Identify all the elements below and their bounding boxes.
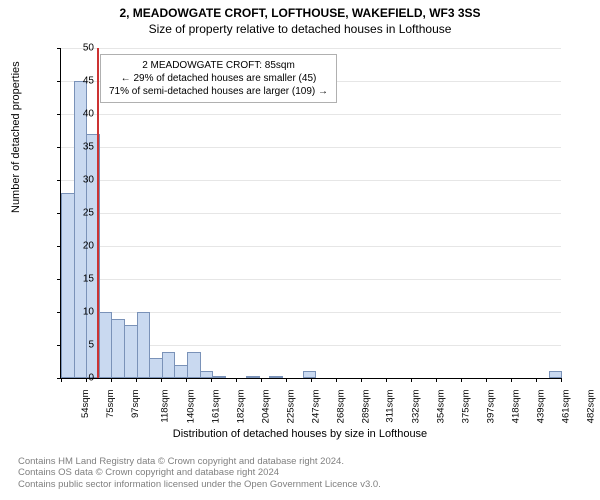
x-tick-label: 354sqm [435, 390, 446, 424]
histogram-bar [187, 352, 201, 378]
x-tick-label: 247sqm [310, 390, 321, 424]
x-axis-label: Distribution of detached houses by size … [0, 428, 600, 440]
histogram-bar [124, 325, 138, 378]
x-tick [111, 378, 112, 382]
x-tick [236, 378, 237, 382]
y-tick [57, 312, 61, 313]
histogram-bar [149, 358, 163, 378]
x-tick-label: 289sqm [360, 390, 371, 424]
x-tick-label: 182sqm [235, 390, 246, 424]
y-tick [57, 213, 61, 214]
y-tick [57, 114, 61, 115]
y-tick-label: 35 [64, 142, 94, 153]
histogram-bar [200, 371, 214, 378]
histogram-bar [303, 371, 317, 378]
x-tick-label: 75sqm [105, 390, 116, 419]
x-tick [511, 378, 512, 382]
histogram-bar [162, 352, 176, 378]
x-tick [211, 378, 212, 382]
x-tick-label: 268sqm [335, 390, 346, 424]
histogram-bar [137, 312, 151, 378]
y-tick-label: 30 [64, 175, 94, 186]
x-tick-label: 140sqm [185, 390, 196, 424]
x-tick [336, 378, 337, 382]
x-tick [461, 378, 462, 382]
x-tick [361, 378, 362, 382]
y-tick-label: 45 [64, 76, 94, 87]
y-tick-label: 25 [64, 208, 94, 219]
x-tick [161, 378, 162, 382]
x-tick-label: 54sqm [80, 390, 91, 419]
x-tick [311, 378, 312, 382]
legend-line-1: 2 MEADOWGATE CROFT: 85sqm [109, 59, 328, 72]
x-tick [261, 378, 262, 382]
x-tick-label: 332sqm [410, 390, 421, 424]
x-tick [536, 378, 537, 382]
footer-line-3: Contains public sector information licen… [18, 479, 381, 490]
y-tick-label: 0 [64, 373, 94, 384]
x-tick-label: 118sqm [160, 390, 171, 423]
property-marker-line [97, 48, 99, 378]
y-tick [57, 81, 61, 82]
x-tick-label: 225sqm [285, 390, 296, 424]
footer-line-2: Contains OS data © Crown copyright and d… [18, 467, 381, 478]
x-tick-label: 375sqm [460, 390, 471, 424]
x-tick-label: 204sqm [260, 390, 271, 424]
footer-line-1: Contains HM Land Registry data © Crown c… [18, 456, 381, 467]
histogram-bar [111, 319, 125, 378]
x-tick [561, 378, 562, 382]
x-tick [486, 378, 487, 382]
x-tick-label: 97sqm [130, 390, 141, 419]
histogram-bar [212, 376, 226, 378]
x-tick-label: 311sqm [385, 390, 396, 423]
x-tick [286, 378, 287, 382]
y-tick-label: 5 [64, 340, 94, 351]
y-tick [57, 279, 61, 280]
y-tick [57, 48, 61, 49]
y-tick-label: 20 [64, 241, 94, 252]
x-tick-label: 397sqm [485, 390, 496, 424]
chart-plot-area: 2 MEADOWGATE CROFT: 85sqm ← 29% of detac… [60, 48, 560, 378]
footer-attribution: Contains HM Land Registry data © Crown c… [18, 456, 381, 490]
y-axis-label: Number of detached properties [10, 61, 22, 213]
x-tick-label: 418sqm [510, 390, 521, 424]
y-tick [57, 246, 61, 247]
y-tick [57, 345, 61, 346]
x-tick-label: 461sqm [560, 390, 571, 424]
histogram-bar [99, 312, 113, 378]
y-tick [57, 147, 61, 148]
x-tick [61, 378, 62, 382]
histogram-bar [174, 365, 188, 378]
x-tick [411, 378, 412, 382]
x-tick-label: 161sqm [210, 390, 221, 424]
y-tick-label: 15 [64, 274, 94, 285]
chart-title-sub: Size of property relative to detached ho… [0, 20, 600, 36]
legend-line-3: 71% of semi-detached houses are larger (… [109, 85, 328, 98]
y-tick-label: 40 [64, 109, 94, 120]
histogram-bar [549, 371, 563, 378]
y-tick [57, 180, 61, 181]
x-tick [136, 378, 137, 382]
y-tick-label: 50 [64, 43, 94, 54]
x-tick [386, 378, 387, 382]
chart-title-main: 2, MEADOWGATE CROFT, LOFTHOUSE, WAKEFIEL… [0, 0, 600, 20]
x-tick-label: 482sqm [585, 390, 596, 424]
x-tick-label: 439sqm [535, 390, 546, 424]
legend-box: 2 MEADOWGATE CROFT: 85sqm ← 29% of detac… [100, 54, 337, 103]
y-tick-label: 10 [64, 307, 94, 318]
histogram-bar [74, 81, 88, 378]
histogram-bar [269, 376, 283, 378]
chart-container: 2, MEADOWGATE CROFT, LOFTHOUSE, WAKEFIEL… [0, 0, 600, 500]
x-tick [186, 378, 187, 382]
legend-line-2: ← 29% of detached houses are smaller (45… [109, 72, 328, 85]
x-tick [436, 378, 437, 382]
histogram-bar [246, 376, 260, 378]
